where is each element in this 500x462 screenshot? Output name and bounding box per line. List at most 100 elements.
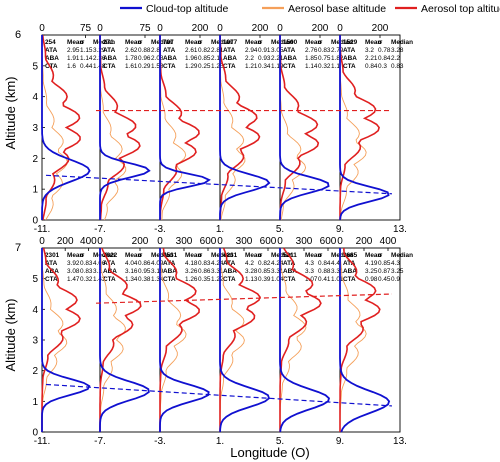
stats-header: Mean — [245, 252, 261, 259]
stats-header: Median — [271, 39, 293, 46]
stats-header: Median — [93, 252, 115, 259]
sample-count: 4231 — [223, 252, 238, 259]
stats-value: 0.32 — [80, 276, 93, 283]
stats-value: 2.62 — [125, 47, 138, 54]
stats-header: Mean — [185, 252, 201, 259]
stats-value: 1.82 — [331, 55, 344, 62]
stats-value: 0.78 — [378, 47, 391, 54]
x-axis-label: Longitude (O) — [230, 445, 310, 460]
stats-header: σ — [318, 39, 323, 46]
top-tick-label: 0 — [39, 23, 45, 34]
stats-header: σ — [318, 252, 323, 259]
stats-row-name: CTA — [45, 63, 58, 70]
top-tick-label: 200 — [132, 236, 149, 247]
stats-value: 1.04 — [271, 276, 284, 283]
top-tick-label: 200 — [356, 236, 373, 247]
aerosol-base-profile — [339, 248, 367, 432]
aerosol-top-profile — [159, 247, 200, 432]
stats-value: 2.94 — [245, 47, 258, 54]
top-tick-label: 0 — [157, 23, 163, 34]
stats-value: 1.15 — [80, 47, 93, 54]
stats-header: Mean — [125, 39, 141, 46]
top-tick-label: 0 — [217, 236, 223, 247]
stats-value: 4.4 — [331, 260, 340, 267]
longitude-tick-label: 5. — [276, 436, 284, 447]
y-axis-label-top: Altitude (km) — [3, 77, 18, 150]
stats-row-name: ABA — [343, 268, 357, 275]
stats-header: Mean — [365, 252, 381, 259]
top-tick-label: 600 — [200, 236, 217, 247]
stats-row-name: ABA — [163, 268, 177, 275]
stats-value: 4.24 — [271, 260, 284, 267]
stats-value: 0.85 — [198, 55, 211, 62]
stats-value: 1.61 — [125, 63, 138, 70]
stats-row-name: ABA — [283, 55, 297, 62]
y-tick-label: 1 — [32, 185, 38, 196]
cloud-top-profile — [159, 248, 210, 432]
stats-value: 4.24 — [211, 260, 224, 267]
longitude-tick-label: -3. — [154, 436, 166, 447]
cloud-top-profile — [41, 248, 91, 432]
stats-row-name: ATA — [45, 260, 58, 267]
top-tick-label: 0 — [217, 23, 223, 34]
stats-header: σ — [138, 252, 143, 259]
cloud-top-profile — [159, 35, 211, 220]
aerosol-base-profile — [99, 247, 126, 432]
stats-row-name: ABA — [223, 55, 237, 62]
stats-value: 0.82 — [198, 47, 211, 54]
legend-label: Aerosol base altitude — [288, 3, 386, 15]
longitude-tick-label: -7. — [94, 224, 106, 235]
stats-header: σ — [378, 252, 383, 259]
aerosol-top-profile — [219, 34, 261, 221]
stats-value: 3.08 — [67, 268, 80, 275]
stats-value: 0.83 — [198, 260, 211, 267]
top-tick-label: 0 — [39, 236, 45, 247]
stats-value: 1.58 — [151, 63, 164, 70]
stats-value: 2.2 — [391, 55, 400, 62]
stats-value: 2.11 — [211, 55, 223, 62]
aerosol-top-profile — [279, 247, 322, 432]
stats-value: 4.19 — [365, 260, 378, 267]
y-tick-label: 0 — [32, 216, 38, 227]
stats-header: Mean — [245, 39, 261, 46]
top-tick-label: 0 — [97, 23, 103, 34]
longitude-tick-label: 9. — [336, 224, 344, 235]
top-tick-label: 400 — [380, 236, 397, 247]
y-tick-label: 5 — [32, 274, 38, 285]
stats-value: 1.25 — [211, 63, 224, 70]
stats-header: σ — [198, 39, 203, 46]
top-tick-label: 600 — [260, 236, 277, 247]
top-tick-label: 200 — [252, 23, 269, 34]
stats-value: 3.26 — [185, 268, 198, 275]
stats-value: 1.26 — [185, 276, 198, 283]
stats-value: 0.98 — [365, 276, 378, 283]
stats-value: 4.2 — [245, 260, 254, 267]
stats-value: 3.31 — [211, 268, 224, 275]
stats-value: 3.16 — [125, 268, 138, 275]
cloud-top-trend-line — [45, 174, 393, 195]
top-tick-label: 0 — [337, 23, 343, 34]
top-tick-label: 300 — [176, 236, 193, 247]
stats-row-name: ABA — [283, 268, 297, 275]
stats-header: σ — [138, 39, 143, 46]
aerosol-top-profile — [339, 247, 381, 432]
stats-row-name: ATA — [343, 47, 356, 54]
stats-value: 4.09 — [151, 260, 164, 267]
longitude-tick-label: -7. — [94, 436, 106, 447]
aerosol-top-trend-line — [95, 293, 393, 304]
stats-value: 3.25 — [391, 268, 404, 275]
stats-header: Median — [391, 252, 413, 259]
stats-value: 3.05 — [271, 47, 284, 54]
stats-value: 2.8 — [151, 47, 160, 54]
y-axis-label-bottom: Altitude (km) — [3, 299, 18, 372]
y-tick-label: 4 — [32, 305, 38, 316]
stats-value: 0.32 — [318, 63, 331, 70]
stats-header: Median — [151, 39, 173, 46]
y-tick-label: 5 — [32, 61, 38, 72]
longitude-tick-label: 5. — [276, 224, 284, 235]
